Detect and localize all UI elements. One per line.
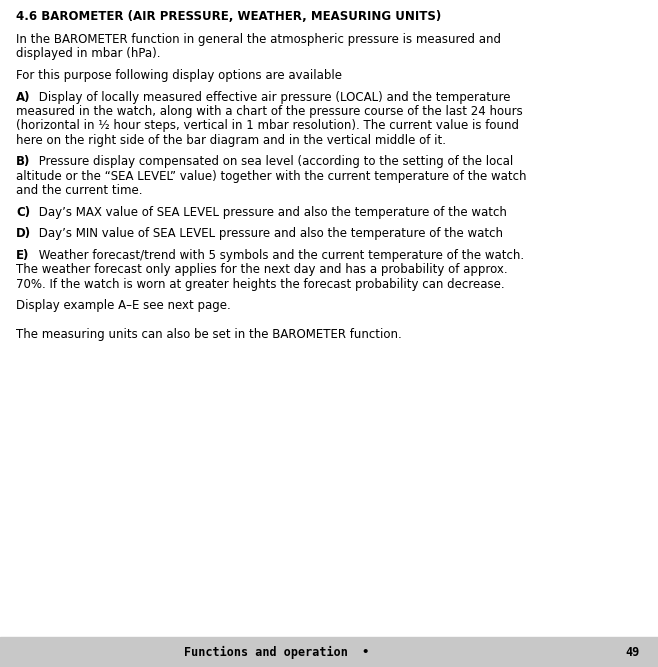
- Text: Pressure display compensated on sea level (according to the setting of the local: Pressure display compensated on sea leve…: [35, 155, 513, 169]
- Text: Display example A–E see next page.: Display example A–E see next page.: [16, 299, 231, 313]
- Bar: [0, 637, 658, 667]
- Text: Functions and operation  •: Functions and operation •: [184, 646, 369, 658]
- Text: Day’s MAX value of SEA LEVEL pressure and also the temperature of the watch: Day’s MAX value of SEA LEVEL pressure an…: [35, 206, 507, 219]
- Text: A): A): [16, 91, 30, 103]
- Text: In the BAROMETER function in general the atmospheric pressure is measured and: In the BAROMETER function in general the…: [16, 33, 501, 46]
- Text: The weather forecast only applies for the next day and has a probability of appr: The weather forecast only applies for th…: [16, 263, 507, 277]
- Text: Display of locally measured effective air pressure (LOCAL) and the temperature: Display of locally measured effective ai…: [35, 91, 511, 103]
- Text: displayed in mbar (hPa).: displayed in mbar (hPa).: [16, 47, 161, 61]
- Text: E): E): [16, 249, 30, 262]
- Text: measured in the watch, along with a chart of the pressure course of the last 24 : measured in the watch, along with a char…: [16, 105, 522, 118]
- Text: 4.6 BAROMETER (AIR PRESSURE, WEATHER, MEASURING UNITS): 4.6 BAROMETER (AIR PRESSURE, WEATHER, ME…: [16, 10, 442, 23]
- Text: 49: 49: [626, 646, 640, 658]
- Text: 70%. If the watch is worn at greater heights the forecast probability can decrea: 70%. If the watch is worn at greater hei…: [16, 278, 505, 291]
- Text: Weather forecast/trend with 5 symbols and the current temperature of the watch.: Weather forecast/trend with 5 symbols an…: [35, 249, 524, 262]
- Text: B): B): [16, 155, 30, 169]
- Text: C): C): [16, 206, 30, 219]
- Text: Day’s MIN value of SEA LEVEL pressure and also the temperature of the watch: Day’s MIN value of SEA LEVEL pressure an…: [35, 227, 503, 241]
- Text: (horizontal in ½ hour steps, vertical in 1 mbar resolution). The current value i: (horizontal in ½ hour steps, vertical in…: [16, 119, 519, 133]
- Text: D): D): [16, 227, 31, 241]
- Text: and the current time.: and the current time.: [16, 185, 143, 197]
- Text: here on the right side of the bar diagram and in the vertical middle of it.: here on the right side of the bar diagra…: [16, 134, 446, 147]
- Text: The measuring units can also be set in the BAROMETER function.: The measuring units can also be set in t…: [16, 328, 402, 341]
- Text: For this purpose following display options are available: For this purpose following display optio…: [16, 69, 342, 82]
- Text: altitude or the “SEA LEVEL” value) together with the current temperature of the : altitude or the “SEA LEVEL” value) toget…: [16, 170, 526, 183]
